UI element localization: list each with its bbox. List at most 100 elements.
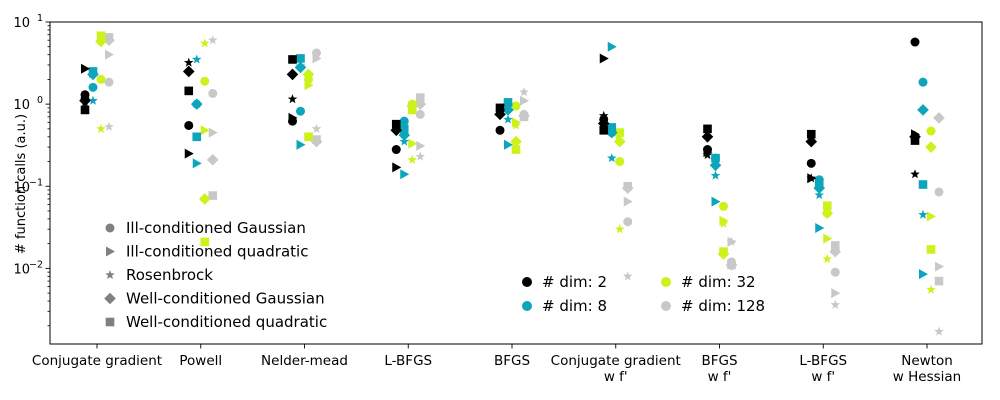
data-point <box>399 124 409 134</box>
data-point <box>495 103 505 113</box>
data-point <box>184 120 194 130</box>
data-point <box>829 245 842 258</box>
data-point <box>719 247 728 256</box>
data-point <box>710 170 721 180</box>
data-point <box>208 127 218 138</box>
data-point <box>615 157 625 167</box>
data-point <box>511 145 521 154</box>
data-point <box>830 299 841 309</box>
data-point <box>96 31 106 41</box>
data-point <box>206 153 219 166</box>
data-point <box>407 154 418 164</box>
legend-dim-label: # dim: 2 <box>542 273 607 291</box>
data-point <box>104 121 114 131</box>
data-point <box>288 112 298 123</box>
x-tick-label: w Hessian <box>893 369 961 385</box>
data-point <box>207 35 218 45</box>
data-point <box>302 68 315 81</box>
y-tick-label: 10 <box>13 98 30 113</box>
legend-problem-label: Rosenbrock <box>126 266 213 284</box>
y-tick-exponent: 0 <box>37 95 43 106</box>
data-point <box>503 114 513 124</box>
y-tick-label: 10 <box>13 180 30 195</box>
data-point <box>200 237 210 247</box>
data-point <box>208 88 218 98</box>
data-point <box>88 95 98 105</box>
data-point <box>711 196 721 207</box>
data-point <box>934 276 944 286</box>
data-point <box>814 190 825 200</box>
legend-problem-label: Ill-conditioned Gaussian <box>126 219 306 237</box>
data-point <box>312 135 321 144</box>
data-point <box>287 94 298 104</box>
data-point <box>815 223 825 234</box>
legend-dim-marker <box>522 301 532 311</box>
data-point <box>391 145 401 155</box>
legend-problem-label: Well-conditioned Gaussian <box>126 290 325 308</box>
data-point <box>711 153 720 163</box>
data-point <box>105 49 114 60</box>
legend-problems: Ill-conditioned Gaussian Ill-conditioned … <box>104 219 327 331</box>
data-point <box>208 191 218 200</box>
data-point <box>415 151 426 161</box>
data-point <box>718 218 729 228</box>
legend-dim-label: # dim: 8 <box>542 297 607 315</box>
data-point <box>613 135 626 148</box>
data-point <box>200 125 210 136</box>
data-point <box>88 82 98 92</box>
x-tick-label: L-BFGS <box>799 353 847 369</box>
data-point <box>918 77 928 87</box>
data-point <box>607 123 617 132</box>
data-point <box>918 209 928 219</box>
data-point <box>831 288 841 299</box>
plot-area <box>49 21 983 345</box>
data-point <box>806 173 817 183</box>
legend-problem-marker <box>106 246 115 257</box>
data-point <box>392 162 402 173</box>
data-point <box>934 187 944 197</box>
data-point <box>192 132 202 142</box>
y-tick-exponent: 1 <box>37 13 43 24</box>
data-point <box>823 233 833 244</box>
data-point <box>605 126 618 139</box>
data-point <box>806 158 816 168</box>
data-point <box>599 126 609 135</box>
data-point <box>288 55 297 64</box>
data-point <box>726 236 737 246</box>
data-point <box>104 33 114 42</box>
data-point <box>184 148 194 159</box>
x-tick-label: BFGS <box>701 353 737 369</box>
data-point <box>296 139 306 150</box>
data-point <box>606 153 617 163</box>
data-point <box>503 98 513 107</box>
data-point <box>926 284 936 294</box>
y-tick-label: 10 <box>13 16 30 31</box>
data-point <box>200 76 210 86</box>
data-point <box>294 61 307 74</box>
data-point <box>96 123 106 133</box>
data-point <box>719 201 728 211</box>
data-point <box>702 150 713 160</box>
x-tick-label: L-BFGS <box>384 353 432 369</box>
data-point <box>910 136 920 145</box>
data-point <box>623 217 633 227</box>
data-point <box>400 169 410 180</box>
data-point <box>519 112 529 122</box>
legend-problem-label: Well-conditioned quadratic <box>126 313 327 331</box>
data-point <box>709 159 722 172</box>
data-point <box>510 135 522 148</box>
legend-dim-marker <box>522 277 532 287</box>
data-point <box>502 104 514 116</box>
legend-dim-marker <box>661 277 671 287</box>
x-tick-label: BFGS <box>494 353 530 369</box>
data-point <box>806 129 816 139</box>
data-point <box>919 269 928 280</box>
data-point <box>191 54 202 64</box>
data-point <box>727 260 736 270</box>
data-point <box>416 140 426 151</box>
data-point <box>830 241 840 250</box>
data-point <box>933 112 945 124</box>
data-point <box>597 117 610 130</box>
data-point <box>312 53 322 64</box>
